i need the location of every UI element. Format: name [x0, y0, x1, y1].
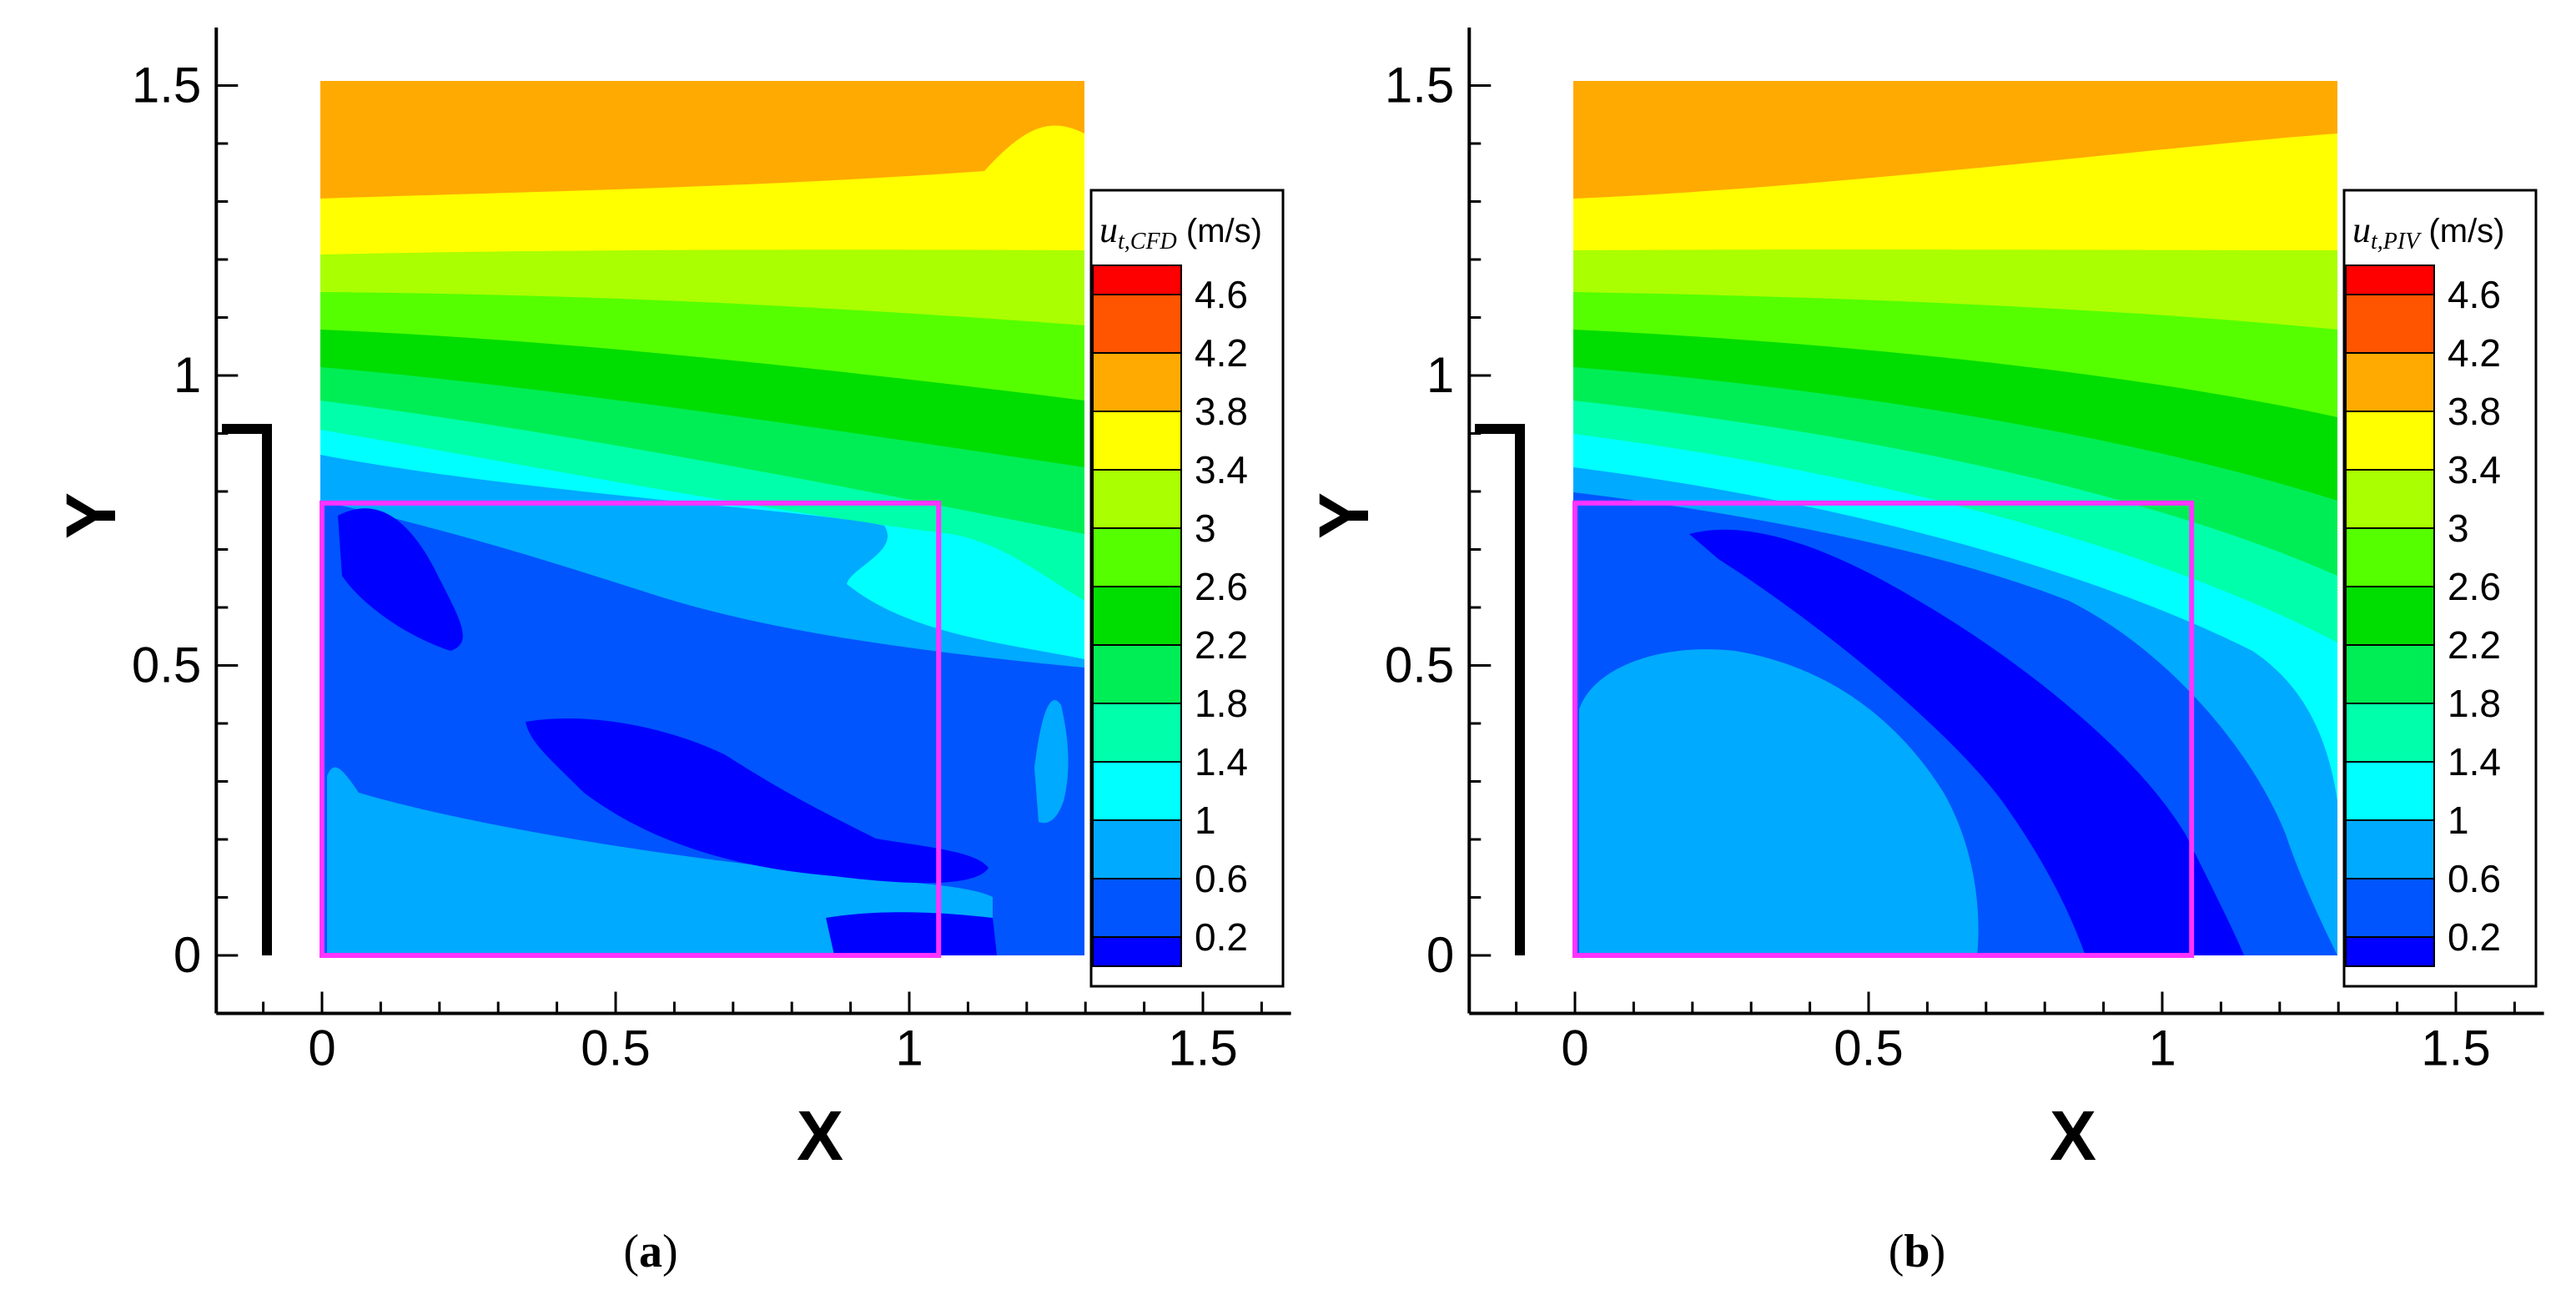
highlight-box-b — [1572, 500, 2195, 958]
band-dark-core-a2 — [526, 718, 989, 884]
highlight-rect — [319, 500, 942, 958]
colorbar-swatch — [1092, 644, 1182, 704]
colorbar-swatch — [1092, 878, 1182, 938]
colorbar-level-label: 2.2 — [1195, 623, 1248, 667]
colorbar-swatch — [2345, 411, 2435, 471]
colorbar-level-label: 0.2 — [2448, 915, 2501, 959]
x-tick-label: 1 — [895, 1020, 923, 1076]
colorbar-level-label: 0.6 — [1195, 857, 1248, 900]
colorbar-swatch — [1092, 761, 1182, 821]
colorbar-level-label: 4.6 — [2448, 273, 2501, 316]
x-tick-label: 0 — [308, 1020, 335, 1076]
band-dark-arc-b — [1689, 529, 2244, 955]
highlight-rect — [1572, 500, 2195, 958]
inlet-wall-top-a — [222, 424, 272, 434]
colorbar-swatch — [2345, 878, 2435, 938]
axes-b: 0 0.5 1 1.5 0 0.5 1 1.5 — [1385, 28, 2544, 1076]
colorbar-level-label: 3.8 — [2448, 390, 2501, 433]
colorbar-swatch — [1092, 586, 1182, 646]
x-tick-label: 1.5 — [2421, 1020, 2490, 1076]
inlet-wall-a — [262, 429, 272, 955]
colorbar-swatch — [1092, 819, 1182, 879]
inlet-wall-b — [1515, 429, 1525, 955]
colorbar-level-label: 4.2 — [1195, 331, 1248, 375]
colorbar-swatch — [2345, 586, 2435, 646]
colorbar-swatch — [2345, 644, 2435, 704]
colorbar-level-label: 1.8 — [2448, 682, 2501, 725]
x-tick-label: 1.5 — [1168, 1020, 1237, 1076]
band-light-lower2-a — [667, 905, 834, 955]
x-axis-title-a: X — [797, 1096, 843, 1175]
colorbar-swatch — [1092, 411, 1182, 471]
colorbar-level-label: 1.4 — [1195, 740, 1248, 784]
colorbar-title: ut,CFD (m/s) — [1099, 209, 1262, 254]
contour-field-b — [1573, 81, 2337, 955]
band-light-lower-a — [327, 767, 993, 955]
contour-field-a — [320, 81, 1084, 955]
band-light-right-a — [1034, 700, 1069, 824]
colorbar-level-label: 1 — [1195, 799, 1216, 842]
colorbar-level-label: 3.4 — [1195, 448, 1248, 491]
colorbar-title: ut,PIV (m/s) — [2352, 209, 2505, 254]
colorbar-level-label: 4.2 — [2448, 331, 2501, 375]
colorbar-level-label: 2.2 — [2448, 623, 2501, 667]
panel-caption-b: (b) — [1889, 1226, 1945, 1277]
colorbar-level-label: 1.8 — [1195, 682, 1248, 725]
colorbar-swatch — [1092, 265, 1182, 295]
colorbar-swatch — [1092, 294, 1182, 354]
y-tick-label: 0.5 — [1385, 637, 1454, 693]
colorbar-swatch — [1092, 703, 1182, 763]
colorbar-swatch — [2345, 703, 2435, 763]
y-tick-label: 0 — [1426, 927, 1454, 983]
band-dark-core-a1 — [338, 508, 463, 651]
x-tick-label: 1 — [2148, 1020, 2176, 1076]
x-tick-label: 0.5 — [581, 1020, 650, 1076]
panel-a: 0 0.5 1 1.5 0 0.5 1 1.5 ut,CFD (m/s) 4.6 4.2 3.8 3.… — [52, 28, 1291, 1277]
highlight-box-a — [319, 500, 942, 958]
colorbar-level-label: 2.6 — [1195, 565, 1248, 608]
y-tick-label: 0 — [174, 927, 201, 983]
colorbar-level-label: 3 — [1195, 506, 1216, 550]
colorbar-swatch — [2345, 265, 2435, 295]
colorbar-level-label: 1 — [2448, 799, 2469, 842]
colorbar-level-label: 3.4 — [2448, 448, 2501, 491]
y-tick-label: 0.5 — [132, 637, 201, 693]
colorbar-swatch — [2345, 527, 2435, 587]
colorbar-level-label: 2.6 — [2448, 565, 2501, 608]
colorbar-swatch — [2345, 936, 2435, 967]
colorbar-level-label: 3 — [2448, 506, 2469, 550]
colorbar-a: ut,CFD (m/s) 4.6 4.2 3.8 3.4 3 2.6 2.2 1.8 1.4 1 0.… — [1089, 189, 1285, 988]
y-tick-label: 1.5 — [132, 58, 201, 113]
y-axis-title-b: Y — [1305, 492, 1383, 539]
colorbar-level-label: 4.6 — [1195, 273, 1248, 316]
y-tick-label: 1.5 — [1385, 58, 1454, 113]
band-dark-bottom-a — [826, 912, 997, 955]
x-axis-title-b: X — [2050, 1096, 2096, 1175]
y-tick-label: 1 — [174, 347, 201, 403]
x-tick-label: 0.5 — [1834, 1020, 1903, 1076]
colorbar-level-label: 0.2 — [1195, 915, 1248, 959]
colorbar-b: ut,PIV (m/s) 4.6 4.2 3.8 3.4 3 2.6 2.2 1.8 1.4 1 0.… — [2342, 189, 2538, 988]
inlet-wall-top-b — [1475, 424, 1525, 434]
colorbar-swatch — [1092, 352, 1182, 412]
colorbar-swatch — [2345, 294, 2435, 354]
x-tick-label: 0 — [1561, 1020, 1588, 1076]
colorbar-swatch — [2345, 761, 2435, 821]
panel-b: 0 0.5 1 1.5 0 0.5 1 1.5 ut,PIV (m/s) 4.6 4.2 3.8 3.… — [1305, 28, 2544, 1277]
colorbar-swatch — [1092, 527, 1182, 587]
band-light-lobe-b — [1579, 649, 1979, 955]
colorbar-swatch — [2345, 469, 2435, 529]
y-axis-title-a: Y — [52, 492, 130, 539]
axes-a: 0 0.5 1 1.5 0 0.5 1 1.5 — [132, 28, 1291, 1076]
y-tick-label: 1 — [1426, 347, 1454, 403]
colorbar-level-label: 0.6 — [2448, 857, 2501, 900]
colorbar-level-label: 1.4 — [2448, 740, 2501, 784]
colorbar-swatch — [2345, 352, 2435, 412]
colorbar-swatch — [1092, 936, 1182, 967]
panel-caption-a: (a) — [623, 1226, 677, 1277]
colorbar-swatch — [1092, 469, 1182, 529]
colorbar-level-label: 3.8 — [1195, 390, 1248, 433]
colorbar-swatch — [2345, 819, 2435, 879]
